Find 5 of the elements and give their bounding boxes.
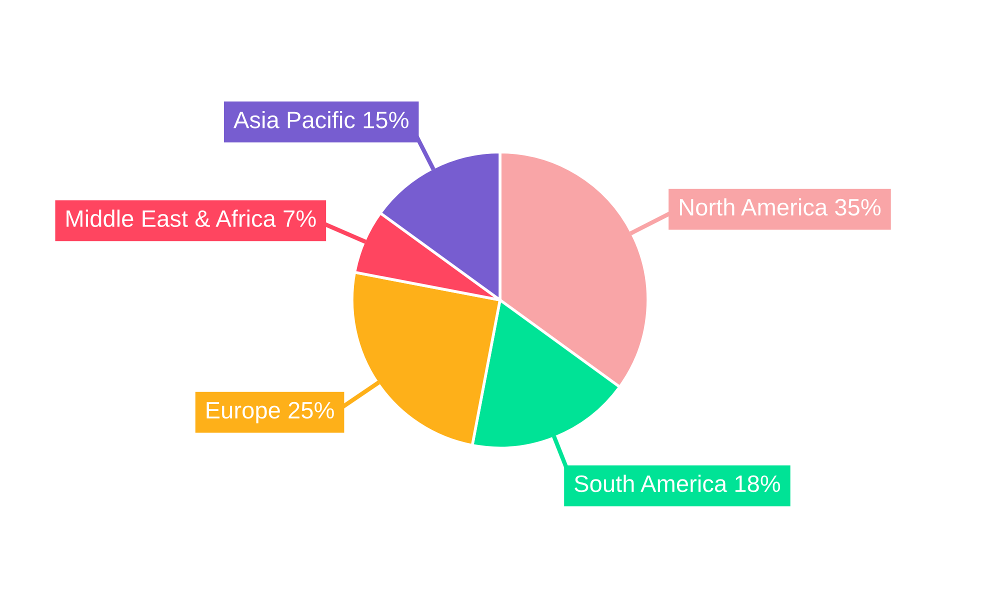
slice-label: Europe 25% xyxy=(206,402,334,424)
slice-label: Middle East & Africa 7% xyxy=(66,210,316,227)
slice-label: South America 18% xyxy=(574,474,780,492)
slice-label: North America 35% xyxy=(680,198,881,216)
slice-label: Asia Pacific 15% xyxy=(233,110,408,128)
